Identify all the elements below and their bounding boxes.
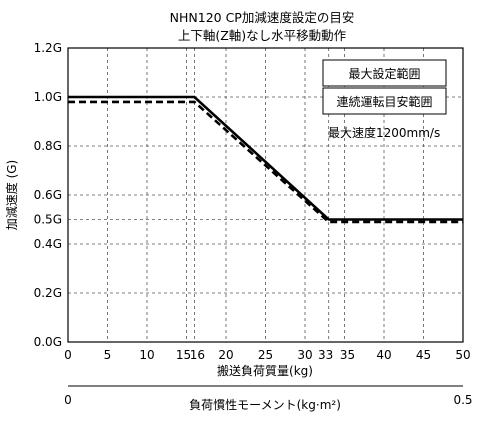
y-tick-label: 1.2G: [34, 41, 62, 55]
series-lines: [68, 95, 463, 224]
legend-label-continuous: 連続運転目安範囲: [336, 94, 432, 109]
legend: 最大設定範囲 連続運転目安範囲: [322, 59, 447, 115]
x-tick-label: 40: [376, 348, 391, 362]
x-tick-label: 0: [64, 348, 72, 362]
x-tick-label: 33: [318, 348, 333, 362]
x-tick-label: 10: [139, 348, 154, 362]
x-axis-title: 搬送負荷質量(kg): [217, 363, 313, 378]
x-tick-label: 15: [176, 348, 191, 362]
x-tick-label: 5: [104, 348, 112, 362]
y-tick-label: 0.4G: [34, 237, 62, 251]
chart-title: NHN120 CP加減速度設定の目安: [170, 10, 355, 25]
x-tick-label: 20: [218, 348, 233, 362]
y-tick-label: 0.8G: [34, 139, 62, 153]
y-tick-label: 0.2G: [34, 286, 62, 300]
series-line-0: [68, 95, 463, 221]
secondary-x-axis-title: 負荷慣性モーメント(kg·m²): [189, 397, 341, 412]
legend-box-continuous: [322, 87, 447, 115]
x-tick-label: 35: [340, 348, 355, 362]
x-tick-label: 25: [258, 348, 273, 362]
y-tick-label: 0.5G: [34, 213, 62, 227]
x-tick-label: 50: [455, 348, 470, 362]
legend-label-max: 最大設定範囲: [348, 66, 420, 81]
y-tick-labels: 0.0G 0.2G 0.4G 0.5G 0.6G 0.8G 1.0G 1.2G: [34, 41, 62, 349]
y-tick-label: 1.0G: [34, 90, 62, 104]
y-tick-label: 0.0G: [34, 335, 62, 349]
max-speed-note: 最大速度1200mm/s: [328, 125, 440, 140]
y-axis-title: 加減速度 (G): [4, 160, 19, 230]
y-tick-label: 0.6G: [34, 188, 62, 202]
secondary-x-tick-0: 0: [64, 393, 72, 407]
plot-frame: [67, 47, 464, 343]
chart-subtitle: 上下軸(Z軸)なし水平移動動作: [178, 28, 347, 43]
secondary-x-tick-1: 0.5: [453, 393, 472, 407]
x-tick-label: 45: [416, 348, 431, 362]
x-tick-label: 16: [190, 348, 205, 362]
x-tick-label: 30: [297, 348, 312, 362]
legend-box-max: [322, 59, 447, 87]
